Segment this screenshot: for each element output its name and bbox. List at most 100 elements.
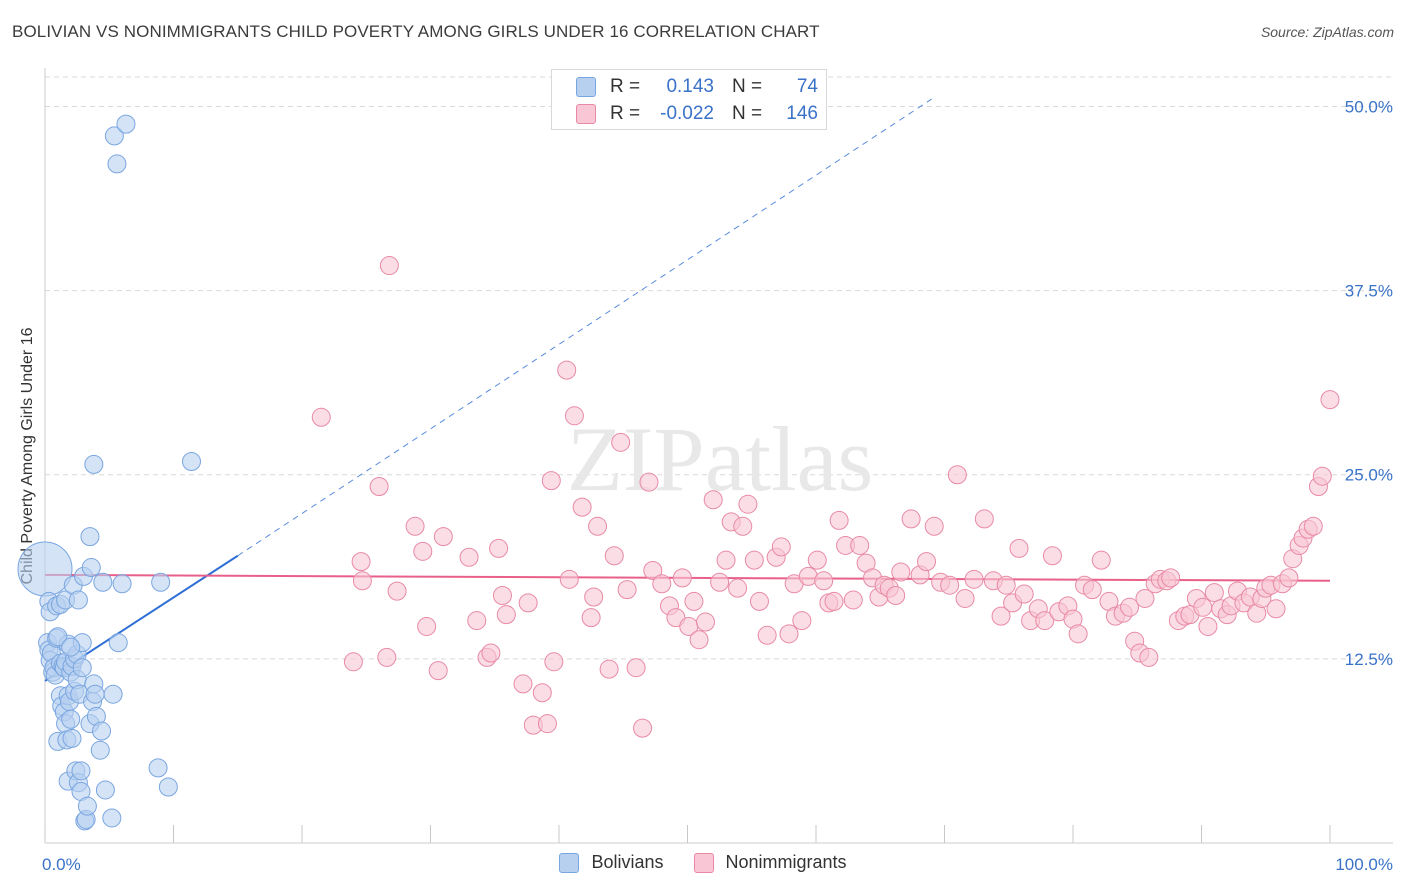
nonimmigrant-point: [917, 552, 937, 572]
legend-item-nonimmigrants: Nonimmigrants: [693, 852, 847, 873]
legend-label-nonimmigrants: Nonimmigrants: [725, 852, 847, 872]
bolivian-point: [61, 637, 81, 657]
nonimmigrant-point: [639, 472, 659, 492]
legend-swatch-blue: [559, 852, 580, 873]
nonimmigrant-point: [964, 569, 984, 589]
bolivian-point: [151, 572, 171, 592]
legend-item-bolivians: Bolivians: [559, 852, 664, 873]
bolivian-point: [71, 761, 91, 781]
nonimmigrant-point: [1266, 599, 1286, 619]
nonimmigrant-point: [557, 360, 577, 380]
legend-r-value: -0.022: [660, 103, 714, 124]
nonimmigrant-point: [604, 546, 624, 566]
bolivian-point: [68, 590, 88, 610]
bolivian-point: [61, 709, 81, 729]
nonimmigrant-point: [886, 586, 906, 606]
nonimmigrant-point: [807, 550, 827, 570]
nonimmigrant-point: [689, 630, 709, 650]
grid-layer: [45, 76, 1393, 660]
bolivian-point: [148, 758, 168, 778]
nonimmigrant-point: [343, 652, 363, 672]
nonimmigrant-point: [792, 611, 812, 631]
bolivian-point: [95, 780, 115, 800]
nonimmigrant-point: [716, 550, 736, 570]
watermark: ZIPatlas: [567, 408, 874, 510]
x-tick-label: 0.0%: [42, 855, 81, 874]
nonimmigrant-point: [541, 471, 561, 491]
nonimmigrant-point: [672, 568, 692, 588]
legend-r-value: 0.143: [666, 76, 714, 97]
legend-r-label: R =: [610, 76, 641, 97]
nonimmigrant-point: [1193, 597, 1213, 617]
nonimmigrant-point: [581, 608, 601, 628]
nonimmigrant-point: [413, 541, 433, 561]
legend-n-label: N =: [732, 76, 763, 97]
nonimmigrant-point: [1303, 516, 1323, 536]
bolivian-point: [104, 126, 124, 146]
nonimmigrant-point: [940, 575, 960, 595]
nonimmigrant-point: [652, 574, 672, 594]
nonimmigrant-point: [1042, 546, 1062, 566]
nonimmigrant-point: [588, 516, 608, 536]
nonimmigrant-point: [703, 490, 723, 510]
nonimmigrant-point: [459, 547, 479, 567]
legend-n-value: 146: [786, 103, 818, 124]
bolivian-point: [103, 684, 123, 704]
nonimmigrant-point: [1120, 597, 1140, 617]
nonimmigrant-point: [733, 516, 753, 536]
nonimmigrant-point: [633, 718, 653, 738]
nonimmigrant-point: [1035, 611, 1055, 631]
nonimmigrant-point: [824, 591, 844, 611]
bolivian-point: [48, 627, 68, 647]
nonimmigrant-point: [611, 432, 631, 452]
legend-swatch-pink: [693, 852, 714, 873]
bolivian-point: [92, 721, 112, 741]
nonimmigrant-point: [1312, 466, 1332, 486]
nonimmigrant-point: [643, 560, 663, 580]
nonimmigrant-point: [599, 659, 619, 679]
bolivian-point: [72, 658, 92, 678]
nonimmigrant-point: [544, 652, 564, 672]
nonimmigrant-point: [1091, 550, 1111, 570]
y-tick-label: 25.0%: [1345, 466, 1393, 485]
nonimmigrant-point: [405, 516, 425, 536]
nonimmigrant-point: [829, 510, 849, 530]
nonimmigrant-point: [433, 527, 453, 547]
bolivian-point: [62, 728, 82, 748]
bolivian-point: [81, 558, 101, 578]
nonimmigrant-point: [369, 477, 389, 497]
nonimmigrant-point: [901, 509, 921, 529]
bolivian-point: [102, 808, 122, 828]
nonimmigrant-point: [387, 581, 407, 601]
nonimmigrant-point: [738, 494, 758, 514]
bolivian-point: [77, 796, 97, 816]
legend-label-bolivians: Bolivians: [591, 852, 664, 872]
bolivian-point: [107, 154, 127, 174]
nonimmigrant-point: [559, 569, 579, 589]
nonimmigrant-point: [1135, 588, 1155, 608]
bolivian-point: [158, 777, 178, 797]
nonimmigrant-point: [481, 643, 501, 663]
nonimmigrant-point: [991, 606, 1011, 626]
series-legend: Bolivians Nonimmigrants: [0, 852, 1406, 873]
nonimmigrant-point: [492, 586, 512, 606]
nonimmigrant-point: [695, 612, 715, 632]
legend-n-label: N =: [732, 103, 763, 124]
bolivian-point: [17, 541, 73, 597]
nonimmigrant-point: [996, 575, 1016, 595]
bolivian-point: [80, 527, 100, 547]
nonimmigrant-point: [467, 611, 487, 631]
nonimmigrant-point: [377, 647, 397, 667]
bolivian-point: [181, 451, 201, 471]
nonimmigrant-point: [1082, 580, 1102, 600]
y-tick-label: 37.5%: [1345, 282, 1393, 301]
source-credit: Source: ZipAtlas.com: [1260, 24, 1394, 40]
nonimmigrant-point: [352, 571, 372, 591]
nonimmigrant-point: [744, 550, 764, 570]
nonimmigrant-point: [684, 591, 704, 611]
nonimmigrant-point: [1068, 624, 1088, 644]
nonimmigrant-point: [891, 562, 911, 582]
nonimmigrant-point: [626, 658, 646, 678]
x-tick-label: 100.0%: [1335, 855, 1393, 874]
tick-label-layer: 12.5% 25.0% 37.5% 50.0% 0.0% 100.0%: [42, 97, 1393, 874]
